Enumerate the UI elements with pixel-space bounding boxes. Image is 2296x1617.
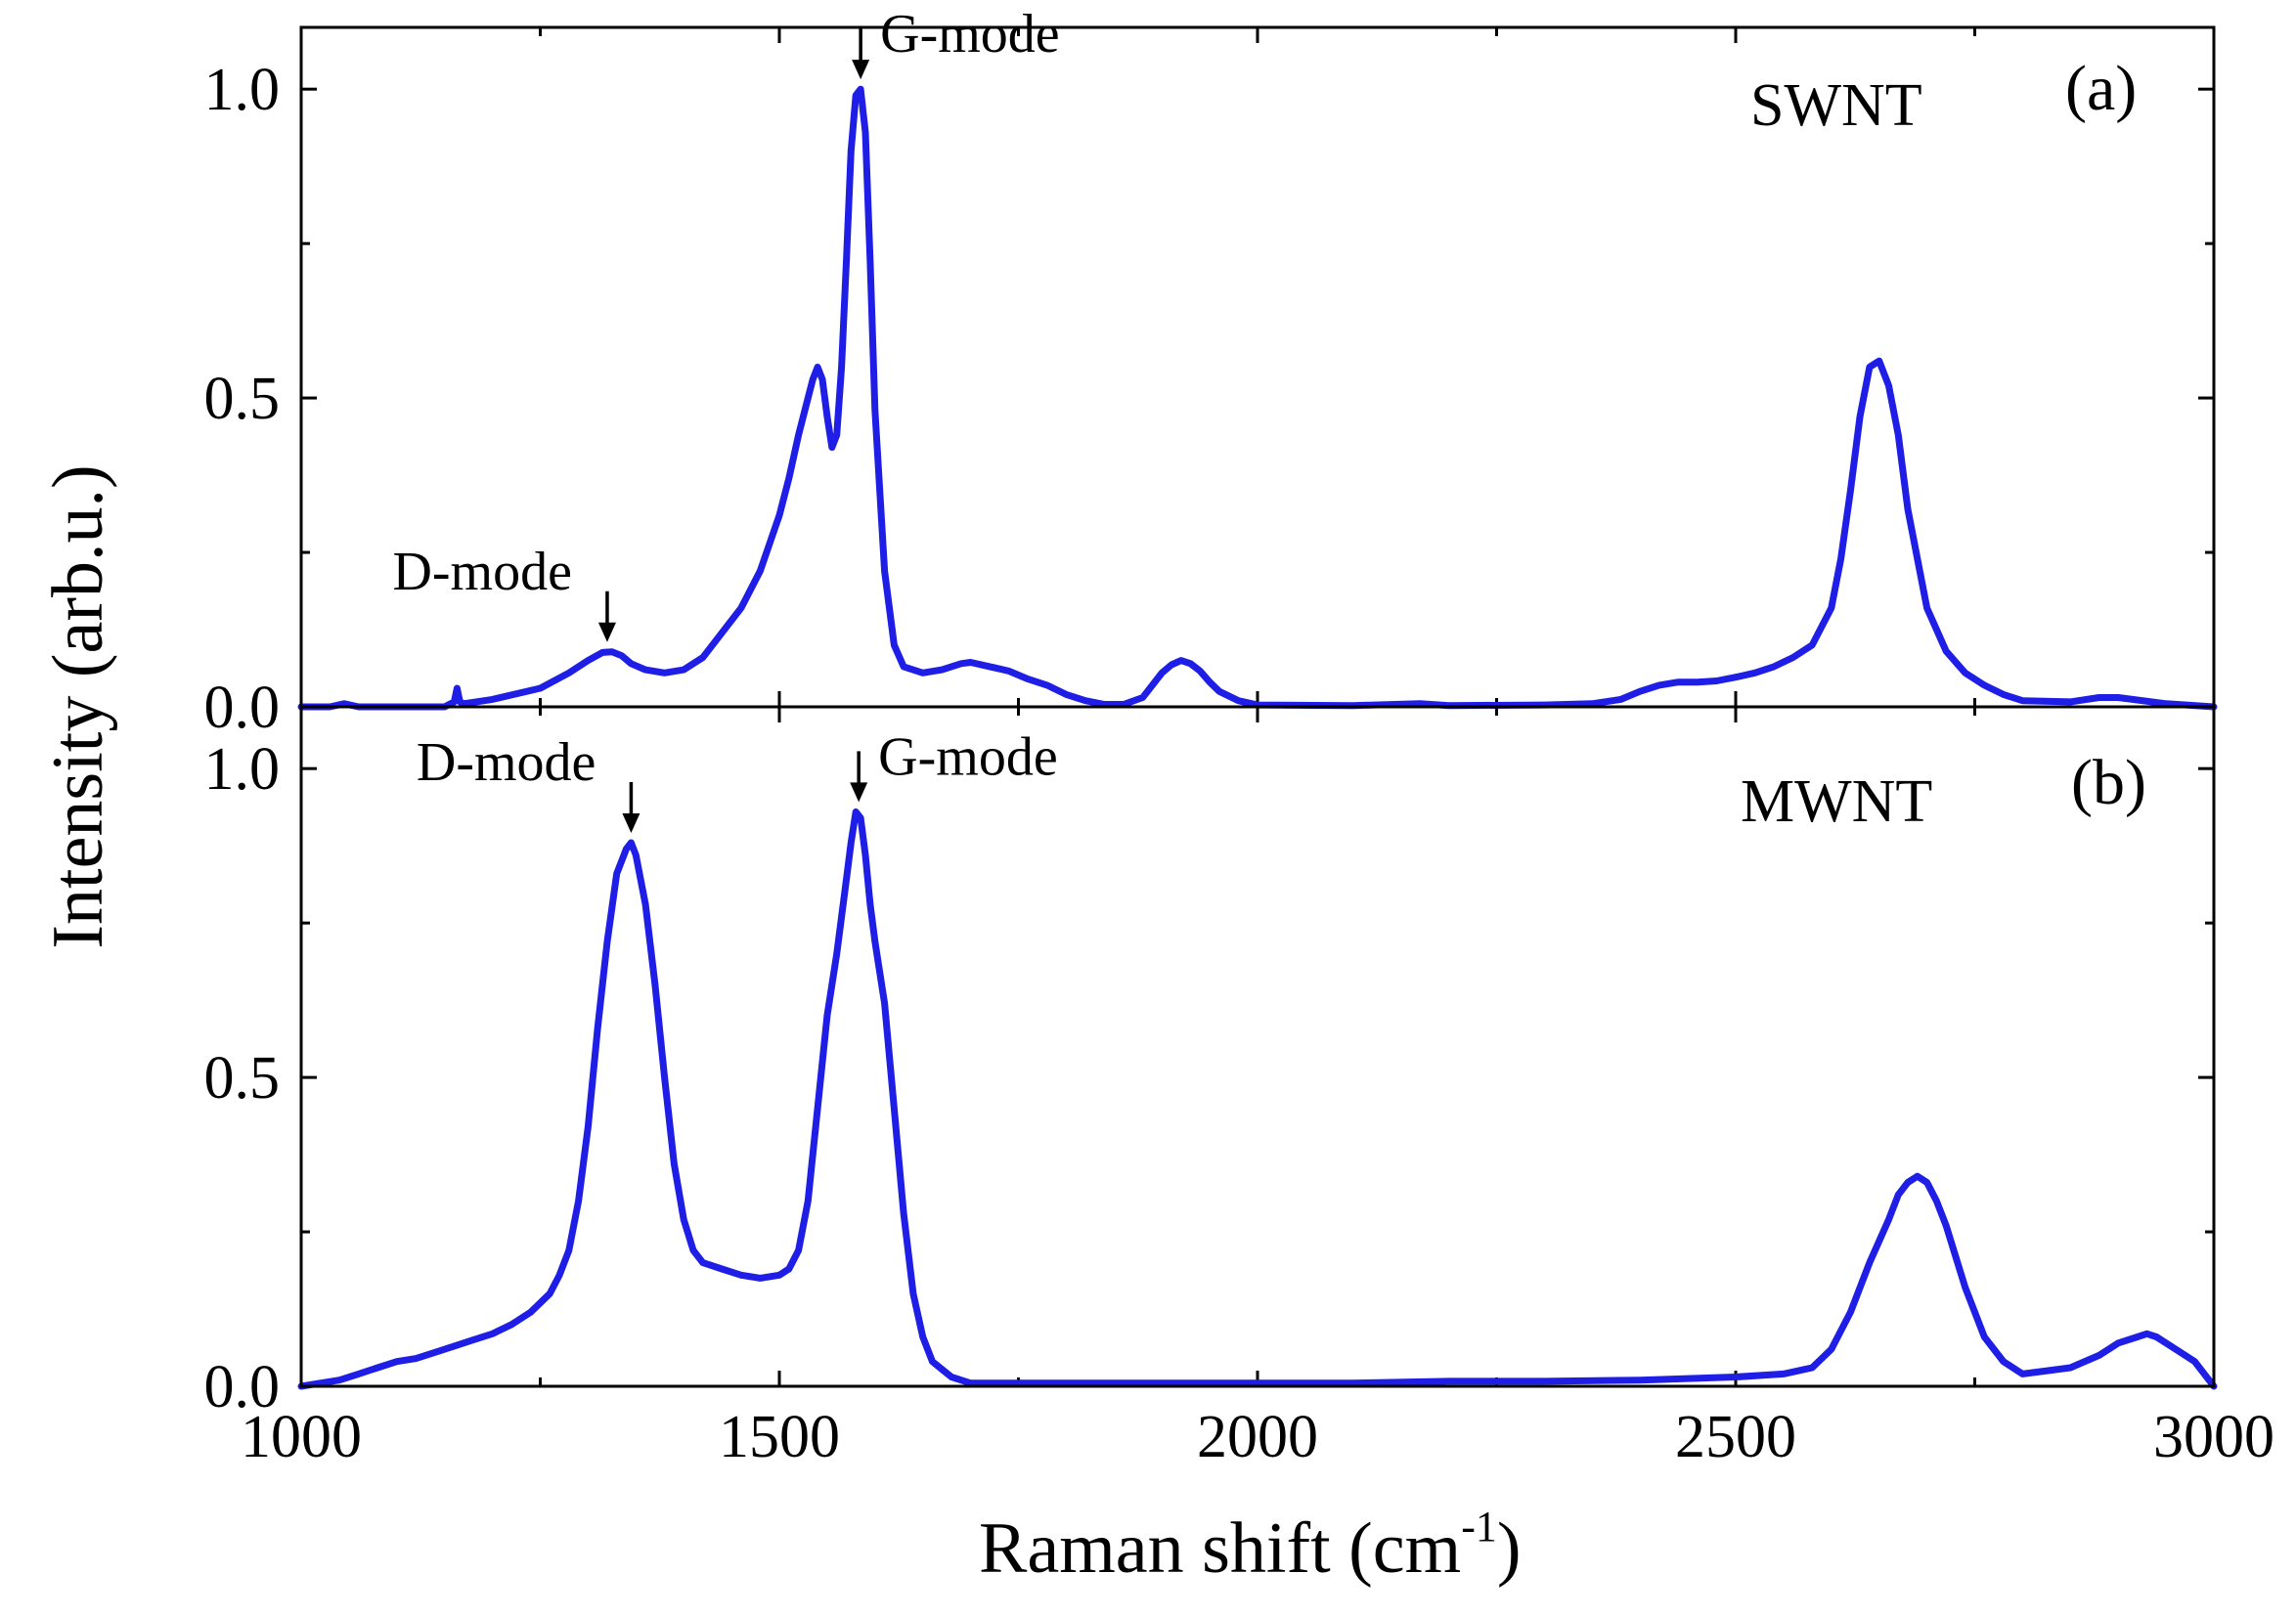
d-mode-annotation: D-mode (417, 732, 640, 833)
sample-label-swnt: SWNT (1750, 72, 1922, 139)
y-tick-label: 1.0 (204, 736, 281, 803)
x-tick-labels: 1000 1500 2000 2500 3000 (241, 1404, 2274, 1470)
d-mode-annotation: D-mode (392, 542, 616, 642)
panel-b: 0.0 0.5 1.0 D-mode G-mode MWNT (b) (204, 705, 2218, 1420)
x-axis-title-superscript: -1 (1461, 1503, 1497, 1551)
annotation-label: G-mode (878, 726, 1058, 787)
panel-b-annotations: D-mode G-mode (417, 726, 1058, 833)
annotation-label: D-mode (417, 732, 596, 793)
x-tick-label: 1000 (241, 1404, 362, 1470)
panel-a: 0.0 0.5 1.0 D-mode G-mode SWNT (a) (204, 4, 2218, 741)
annotation-label: G-mode (880, 4, 1060, 65)
annotation-arrow-head (597, 622, 616, 642)
swnt-spectrum-line (297, 85, 2218, 711)
y-tick-label: 0.5 (204, 366, 281, 432)
annotation-label: D-mode (392, 542, 572, 602)
annotation-arrow-head (850, 782, 868, 803)
x-tick-label: 3000 (2153, 1404, 2274, 1470)
y-axis-title: Intensity (arb.u.) (38, 464, 118, 948)
x-tick-label: 2000 (1197, 1404, 1318, 1470)
panel-b-y-tick-labels: 0.0 0.5 1.0 (204, 736, 281, 1420)
y-tick-label: 0.0 (204, 675, 281, 741)
y-tick-label: 0.0 (204, 1354, 281, 1420)
g-mode-annotation: G-mode (852, 4, 1060, 80)
panel-label-a: (a) (2065, 53, 2137, 124)
panel-b-frame (299, 705, 2216, 1388)
panel-a-annotations: D-mode G-mode (392, 4, 1060, 642)
x-axis-title: Raman shift (cm-1) (979, 1503, 1522, 1589)
annotation-arrow-head (852, 60, 870, 80)
annotation-arrow-head (622, 813, 640, 833)
panel-a-y-tick-labels: 0.0 0.5 1.0 (204, 57, 281, 741)
g-mode-annotation: G-mode (850, 726, 1058, 803)
y-tick-label: 0.5 (204, 1045, 281, 1112)
x-axis-title-close: ) (1497, 1508, 1522, 1589)
panel-label-b: (b) (2071, 747, 2146, 818)
x-tick-label: 1500 (719, 1404, 840, 1470)
y-tick-label: 1.0 (204, 57, 281, 123)
sample-label-mwnt: MWNT (1741, 768, 1932, 835)
x-axis-title-main: Raman shift (cm (979, 1508, 1461, 1589)
mwnt-spectrum-line (297, 808, 2218, 1390)
x-tick-label: 2500 (1675, 1404, 1796, 1470)
